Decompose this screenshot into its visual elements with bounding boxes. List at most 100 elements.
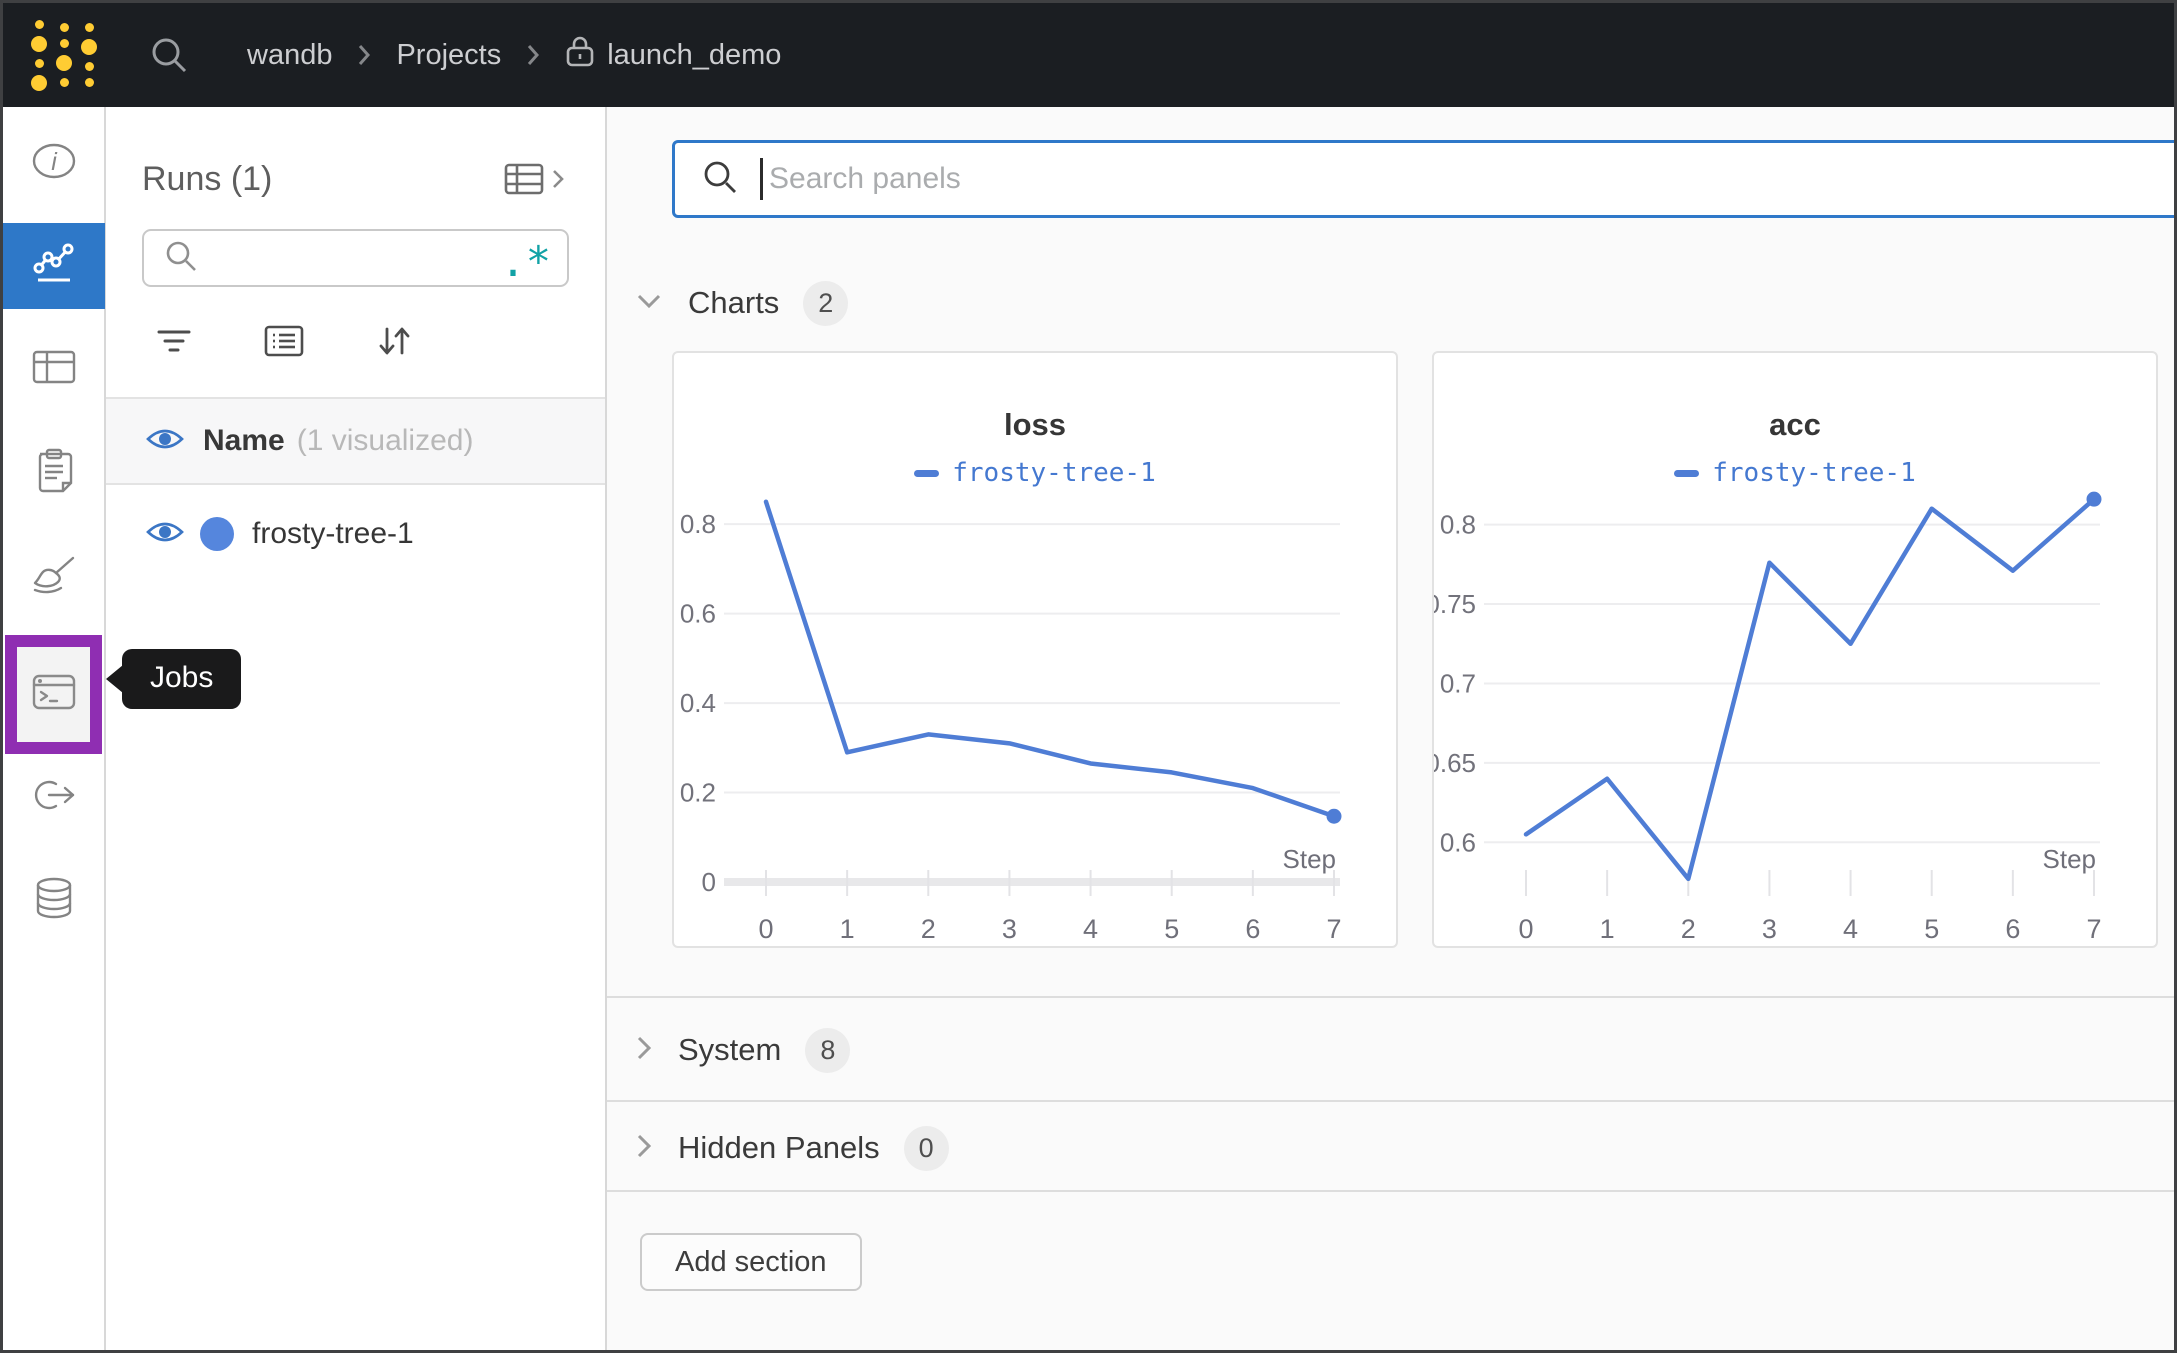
search-icon [162, 237, 200, 280]
breadcrumb-team[interactable]: wandb [247, 38, 333, 71]
sidebar-item-automations[interactable] [3, 754, 105, 840]
svg-text:6: 6 [2005, 914, 2020, 944]
svg-text:0.6: 0.6 [1440, 827, 1476, 857]
legend-run-name: frosty-tree-1 [952, 458, 1156, 488]
line-chart-icon [30, 240, 78, 293]
chevron-down-icon[interactable] [634, 291, 664, 316]
sidebar-item-reports[interactable] [3, 429, 105, 515]
svg-text:0.4: 0.4 [680, 688, 716, 718]
expand-runs-table-button[interactable] [503, 159, 565, 199]
sidebar-item-jobs[interactable] [5, 635, 102, 754]
terminal-icon [30, 671, 78, 718]
sort-icon[interactable] [372, 321, 416, 366]
sidebar-item-table[interactable] [3, 326, 105, 412]
chevron-right-icon[interactable] [634, 1033, 654, 1068]
section-count-badge: 8 [805, 1027, 851, 1073]
svg-text:0.8: 0.8 [1440, 510, 1476, 540]
sidebar-item-sweeps[interactable] [3, 532, 105, 618]
navbar-search-icon[interactable] [147, 33, 191, 77]
svg-text:0: 0 [702, 867, 716, 897]
section-header-charts[interactable]: Charts 2 [634, 278, 849, 328]
info-icon: i [30, 140, 78, 187]
runs-search-input[interactable]: .* [142, 229, 569, 287]
svg-text:4: 4 [1843, 914, 1858, 944]
search-panels-input[interactable]: Search panels [672, 140, 2174, 218]
broom-icon [29, 550, 79, 601]
eye-icon[interactable] [146, 426, 184, 457]
sidebar-item-artifacts[interactable] [3, 857, 105, 943]
top-navbar: wandb Projects launch_demo [3, 3, 2174, 107]
section-label: Hidden Panels [678, 1130, 880, 1165]
chart-legend: frosty-tree-1 [1434, 458, 2156, 488]
section-label: Charts [688, 285, 780, 320]
run-color-dot [200, 517, 234, 551]
sidebar-item-workspace[interactable] [3, 223, 105, 309]
text-cursor [760, 158, 763, 200]
sidebar-item-overview[interactable]: i [3, 120, 105, 206]
chart-title: loss [1003, 407, 1067, 442]
chevron-right-icon [525, 42, 541, 68]
section-header-hidden-panels[interactable]: Hidden Panels 0 [634, 1123, 949, 1173]
breadcrumb-section[interactable]: Projects [396, 38, 502, 71]
svg-text:3: 3 [1762, 914, 1777, 944]
divider [106, 397, 605, 399]
add-section-button[interactable]: Add section [640, 1233, 862, 1291]
workspace-main: Search panels Charts 2 loss frosty-tree-… [607, 107, 2174, 1350]
jobs-tooltip: Jobs [122, 649, 242, 709]
clipboard-icon [32, 446, 76, 499]
runs-list-header: Name (1 visualized) [106, 399, 605, 485]
svg-text:2: 2 [1681, 914, 1696, 944]
chart-title: acc [1769, 407, 1821, 442]
chevron-right-icon[interactable] [634, 1131, 654, 1166]
legend-line-swatch [914, 469, 940, 477]
run-row[interactable]: frosty-tree-1 [106, 485, 605, 583]
svg-text:0: 0 [758, 914, 773, 944]
divider [607, 1100, 2174, 1102]
divider [607, 996, 2174, 998]
svg-text:0.7: 0.7 [1440, 668, 1476, 698]
acc-line-chart: 0.6 0.65 0.7 0.75 0.8 0 1 2 3 4 5 6 7 Step [1434, 491, 2102, 944]
svg-text:2: 2 [921, 914, 936, 944]
name-column-label: Name [203, 424, 285, 457]
svg-text:1: 1 [840, 914, 855, 944]
chevron-right-icon [356, 42, 372, 68]
svg-text:7: 7 [1326, 914, 1341, 944]
svg-text:i: i [51, 148, 58, 176]
group-list-icon[interactable] [262, 323, 306, 364]
lock-icon [565, 33, 595, 77]
legend-line-swatch [1674, 469, 1700, 477]
legend-run-name: frosty-tree-1 [1712, 458, 1916, 488]
svg-text:5: 5 [1164, 914, 1179, 944]
svg-text:3: 3 [1002, 914, 1017, 944]
eye-icon[interactable] [146, 519, 184, 550]
runs-panel-title: Runs (1) [142, 159, 273, 198]
svg-text:0.2: 0.2 [680, 778, 716, 808]
run-name[interactable]: frosty-tree-1 [252, 517, 414, 550]
filter-icon[interactable] [152, 323, 196, 364]
svg-text:4: 4 [1083, 914, 1098, 944]
search-panels-placeholder: Search panels [769, 162, 961, 195]
divider [607, 1190, 2174, 1192]
wandb-logo[interactable] [31, 19, 97, 91]
left-icon-rail: i [3, 107, 106, 1350]
section-count-badge: 0 [903, 1125, 949, 1171]
breadcrumb-project[interactable]: launch_demo [607, 38, 782, 71]
svg-text:0.8: 0.8 [680, 509, 716, 539]
regex-toggle-icon[interactable]: .* [500, 237, 551, 286]
panel-card-acc[interactable]: acc frosty-tree-1 0.6 0.65 0.7 0.75 0.8 0 1 2 3 4… [1432, 351, 2158, 948]
search-icon [700, 157, 740, 202]
svg-text:Step: Step [1283, 844, 1337, 874]
svg-text:0.75: 0.75 [1434, 589, 1476, 619]
svg-text:Step: Step [2043, 844, 2097, 874]
section-header-system[interactable]: System 8 [634, 1025, 851, 1075]
section-label: System [678, 1032, 782, 1067]
breadcrumb: wandb Projects launch_demo [247, 33, 781, 77]
svg-text:1: 1 [1600, 914, 1615, 944]
visualized-count-label: (1 visualized) [296, 424, 474, 457]
svg-text:0: 0 [1518, 914, 1533, 944]
link-arrow-icon [29, 775, 79, 820]
panel-card-loss[interactable]: loss frosty-tree-1 0 0.2 0.4 0.6 0.8 0 1 2 3 4 5 6 7… [672, 351, 1398, 948]
svg-text:6: 6 [1245, 914, 1260, 944]
section-count-badge: 2 [803, 280, 849, 326]
